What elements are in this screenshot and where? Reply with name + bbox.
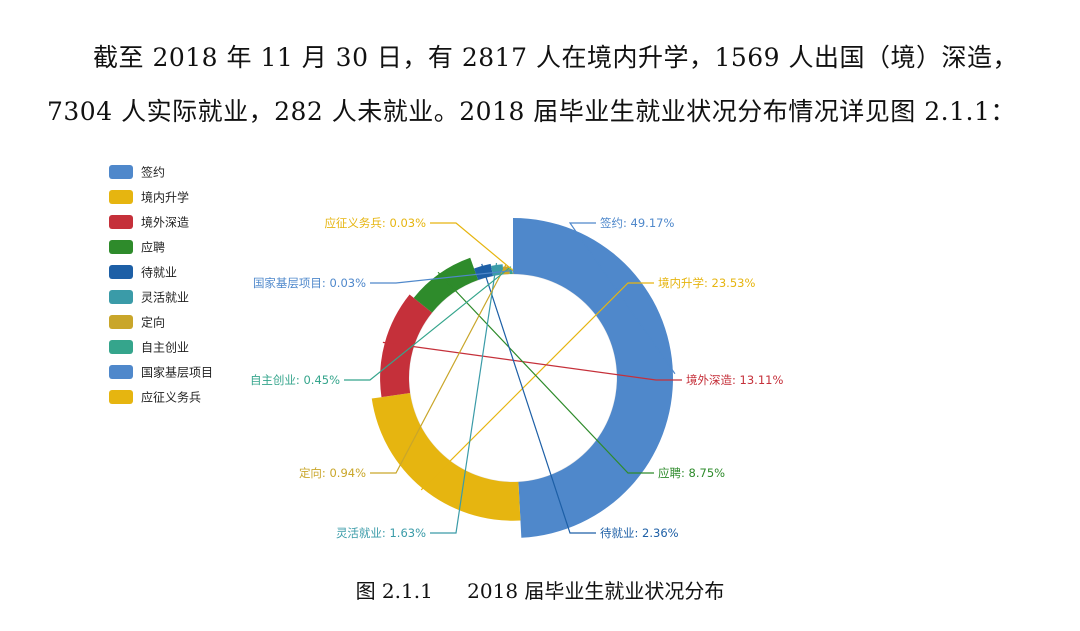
- chart-slices: [371, 218, 674, 538]
- legend-label-5: 待就业: [141, 266, 177, 280]
- legend-label-7: 定向: [141, 315, 165, 330]
- slice-label-6: 灵活就业: 1.63%: [336, 526, 426, 540]
- legend-swatch-3: [109, 215, 133, 229]
- leader-line-7: [370, 264, 507, 474]
- legend-swatch-8: [109, 340, 133, 354]
- figure-caption: 图 2.1.1 2018 届毕业生就业状况分布: [0, 575, 1080, 604]
- slice-label-1: 签约: 49.17%: [600, 216, 674, 230]
- leader-line-4: [437, 271, 654, 474]
- leader-line-8: [344, 266, 512, 381]
- slice-label-4: 应聘: 8.75%: [658, 466, 725, 480]
- legend-label-9: 国家基层项目: [141, 365, 213, 380]
- legend-label-10: 应征义务兵: [141, 390, 201, 405]
- legend-swatch-1: [109, 165, 133, 179]
- slice-label-10: 应征义务兵: 0.03%: [324, 216, 426, 230]
- slice-4: [413, 257, 479, 313]
- legend-swatch-7: [109, 315, 133, 329]
- paragraph-line-2: 7304 人实际就业，282 人未就业。2018 届毕业生就业状况分布情况详见图…: [47, 97, 1016, 126]
- legend-label-6: 灵活就业: [141, 291, 189, 305]
- legend-swatch-5: [109, 265, 133, 279]
- legend-label-2: 境内升学: [141, 190, 189, 205]
- slice-label-2: 境内升学: 23.53%: [658, 276, 755, 290]
- legend-swatch-6: [109, 290, 133, 304]
- slice-label-5: 待就业: 2.36%: [600, 526, 679, 540]
- paragraph-line-1: 截至 2018 年 11 月 30 日，有 2817 人在境内升学，1569 人…: [93, 43, 1019, 72]
- legend-label-1: 签约: [141, 165, 165, 180]
- leader-line-3: [382, 341, 682, 381]
- legend-swatch-2: [109, 190, 133, 204]
- legend-swatch-9: [109, 365, 133, 379]
- donut-ring: [408, 273, 618, 483]
- leader-line-5: [481, 263, 596, 534]
- leader-line-2: [420, 282, 654, 491]
- slice-label-3: 境外深造: 13.11%: [686, 373, 783, 387]
- legend-label-8: 自主创业: [141, 341, 189, 355]
- slice-label-7: 定向: 0.94%: [299, 466, 366, 480]
- figure-caption-label: 图 2.1.1: [355, 579, 433, 603]
- figure-caption-title: 2018 届毕业生就业状况分布: [467, 579, 725, 603]
- slice-label-9: 国家基层项目: 0.03%: [253, 276, 366, 290]
- slice-10: [512, 272, 514, 275]
- chart-labels: 签约: 49.17% 境内升学: 23.53% 境外深造: 13.11% 应聘: 8.…: [250, 216, 784, 540]
- slice-1: [513, 218, 674, 538]
- leader-line-1: [568, 222, 676, 375]
- legend-swatch-10: [109, 390, 133, 404]
- slice-label-8: 自主创业: 0.45%: [250, 373, 340, 387]
- legend-label-3: 境外深造: [141, 215, 189, 230]
- leader-line-6: [430, 262, 498, 534]
- slice-5: [474, 263, 493, 281]
- legend-label-4: 应聘: [141, 240, 165, 255]
- legend-swatch-4: [109, 240, 133, 254]
- leader-line-9: [370, 269, 513, 284]
- slice-2: [371, 392, 521, 521]
- leader-line-10: [430, 222, 514, 271]
